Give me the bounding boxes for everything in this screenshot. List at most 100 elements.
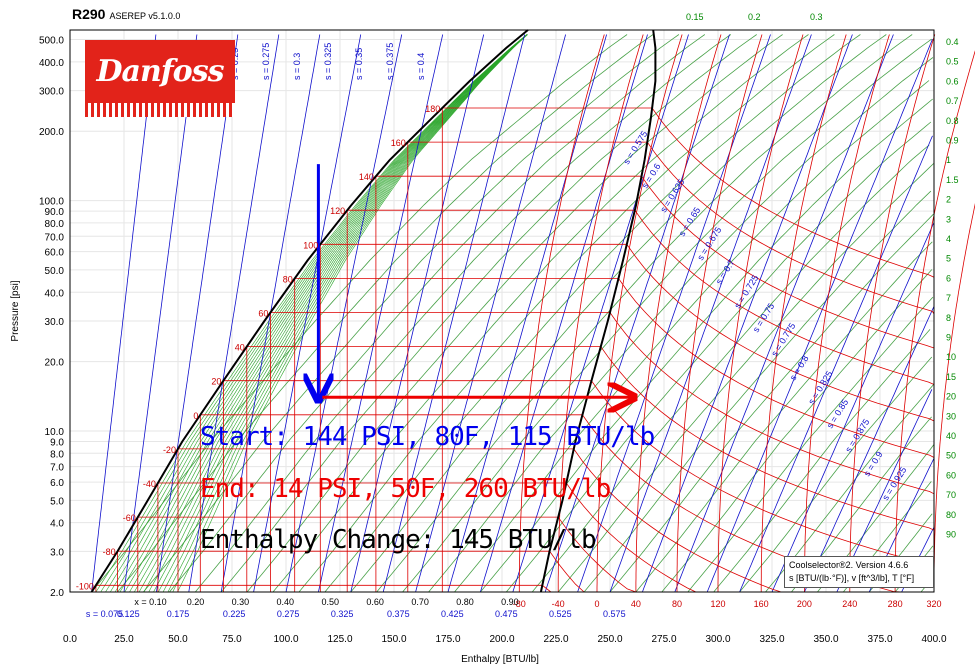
isentrope-line: [382, 34, 525, 593]
isotherm-label: 60: [258, 309, 268, 319]
quality-line: [148, 34, 528, 593]
start-annotation: Start: 144 PSI, 80F, 115 BTU/lb: [200, 422, 655, 452]
isotherm-line: [223, 380, 935, 592]
volume-label: 0.6: [946, 76, 959, 86]
isotherm-line: [294, 278, 935, 592]
x-tick-label: 200.0: [489, 634, 514, 645]
isochore-line: [220, 34, 757, 593]
isotherm-line: [518, 34, 605, 592]
entropy-bottom-label: 0.525: [549, 609, 572, 619]
entropy-bottom-label: 0.175: [167, 609, 190, 619]
isotherm-line: [157, 482, 697, 593]
isentrope-line: [674, 34, 894, 593]
x-tick-label: 400.0: [921, 634, 946, 645]
temperature-axis-label: -40: [552, 599, 565, 609]
isotherm-label: -100: [76, 581, 94, 591]
volume-label: 0.8: [946, 116, 959, 126]
y-tick-label: 5.0: [50, 496, 64, 507]
isotherm-line: [375, 175, 935, 592]
volume-label: 7: [946, 293, 951, 303]
isotherm-label: 0: [193, 411, 198, 421]
isentrope-line: [123, 34, 198, 593]
volume-label: 3: [946, 214, 951, 224]
x-tick-label: 375.0: [867, 634, 892, 645]
entropy-top-label: s = 0.375: [385, 43, 395, 80]
isochore-line: [91, 34, 628, 593]
isotherm-line: [717, 34, 804, 592]
isotherm-label: 20: [211, 377, 221, 387]
temperature-axis-label: -80: [513, 599, 526, 609]
isochore-line: [376, 34, 913, 593]
y-tick-label: 100.0: [39, 197, 64, 208]
isotherm-label: -80: [103, 547, 116, 557]
volume-label: 0.5: [946, 57, 959, 67]
entropy-top-label: s = 0.325: [323, 43, 333, 80]
isentrope-line: [285, 34, 403, 593]
volume-label: 60: [946, 470, 956, 480]
quality-line: [110, 34, 528, 593]
y-tick-label: 6.0: [50, 478, 64, 489]
temperature-axis-label: 240: [842, 599, 857, 609]
volume-label: 1: [946, 155, 951, 165]
quality-label: 0.40: [277, 597, 295, 607]
entropy-top-label: s = 0.275: [261, 43, 271, 80]
x-tick-label: 125.0: [327, 634, 352, 645]
x-tick-label: 350.0: [813, 634, 838, 645]
quality-line: [167, 34, 528, 593]
quality-line: [138, 34, 528, 593]
volume-label: 0.4: [946, 37, 959, 47]
isentrope-line: [609, 34, 812, 593]
isotherm-line: [137, 516, 637, 593]
isochore-line: [635, 241, 933, 593]
quality-line: [119, 34, 528, 593]
entropy-bottom-label: 0.225: [223, 609, 246, 619]
quality-label: 0.90: [501, 597, 519, 607]
process-arrows: [318, 164, 631, 397]
entropy-diagonal-label: s = 0.925: [880, 465, 908, 502]
refrigerant-name: R290: [72, 6, 106, 22]
quality-label: 0.50: [321, 597, 339, 607]
isotherm-line: [319, 243, 935, 592]
y-tick-label: 90.0: [45, 207, 65, 218]
isochore-line: [713, 329, 931, 593]
isochore-line: [505, 121, 932, 593]
isotherm-line: [933, 203, 975, 592]
isotherm-line: [596, 34, 683, 592]
isochore-line: [194, 34, 732, 593]
quality-label: 0.80: [456, 597, 474, 607]
enthalpy-change-annotation: Enthalpy Change: 145 BTU/lb: [200, 525, 597, 555]
danfoss-logo: Danfoss: [85, 40, 235, 103]
temperature-axis-label: 160: [754, 599, 769, 609]
entropy-bottom-label: 0.275: [277, 609, 300, 619]
isentrope-line: [156, 34, 239, 593]
y-tick-label: 200.0: [39, 127, 64, 138]
isotherm-label: -20: [163, 445, 176, 455]
isochore-line: [661, 269, 933, 593]
y-tick-label: 20.0: [45, 358, 65, 369]
isentrope-line: [544, 34, 730, 593]
entropy-diagonal-label: s = 0.9: [862, 450, 885, 478]
isentrope-lines: [91, 34, 935, 593]
quality-label: 0.60: [366, 597, 384, 607]
y-tick-label: 40.0: [45, 288, 65, 299]
quality-label: 0.30: [232, 597, 250, 607]
isotherm-line: [246, 346, 935, 592]
entropy-bottom-label: 0.425: [441, 609, 464, 619]
isochore-line: [428, 57, 934, 593]
x-tick-label: 225.0: [543, 634, 568, 645]
quality-label: 0.70: [411, 597, 429, 607]
y-axis-label: Pressure [psi]: [10, 280, 21, 341]
isochore-line: [739, 356, 933, 593]
x-tick-label: 300.0: [705, 634, 730, 645]
entropy-top-label: s = 0.3: [292, 53, 302, 80]
volume-label: 9: [946, 333, 951, 343]
volume-label: 2: [946, 195, 951, 205]
isotherm-line: [849, 34, 936, 592]
y-tick-label: 400.0: [39, 58, 64, 69]
chart-title: R290 ASEREP v5.1.0.0: [72, 6, 180, 22]
y-tick-label: 10.0: [45, 427, 65, 438]
y-tick-label: 50.0: [45, 266, 65, 277]
entropy-bottom-label: 0.325: [331, 609, 354, 619]
y-tick-label: 300.0: [39, 87, 64, 98]
